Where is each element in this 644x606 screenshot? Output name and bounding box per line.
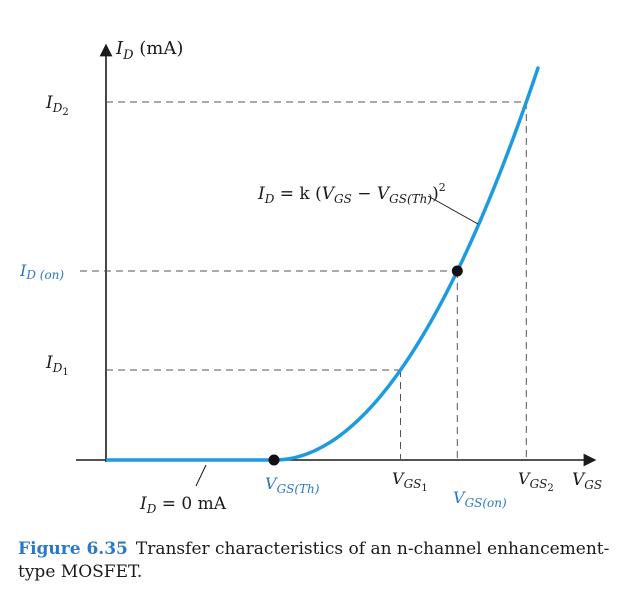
figure-caption: Figure 6.35 Transfer characteristics of a… <box>18 538 628 584</box>
equation-leader <box>427 195 479 225</box>
caption-text: Transfer characteristics of an n-channel… <box>18 539 610 582</box>
y-tick-id-on: ID (on) <box>19 261 64 282</box>
x-tick-vgs-on: VGS(on) <box>453 488 507 510</box>
off-leader <box>195 464 207 487</box>
y-tick-id1: ID1 <box>45 353 69 378</box>
point-id-on <box>451 265 463 277</box>
x-tick-vgs1: VGS1 <box>392 469 428 494</box>
x-tick-vgs-th: VGS(Th) <box>265 474 320 496</box>
x-axis-label: VGS <box>572 470 602 492</box>
point-vgs-th <box>268 454 280 466</box>
off-label: ID = 0 mA <box>139 494 227 516</box>
y-tick-id2: ID2 <box>45 93 69 118</box>
curve-series <box>272 66 540 462</box>
y-axis-label: ID (mA) <box>115 38 183 63</box>
figure-number: Figure 6.35 <box>18 539 128 559</box>
equation-label: ID = k (VGS − VGS(Th))2 <box>257 181 446 206</box>
dashed-guides <box>80 101 527 460</box>
x-tick-vgs2: VGS2 <box>518 469 554 494</box>
